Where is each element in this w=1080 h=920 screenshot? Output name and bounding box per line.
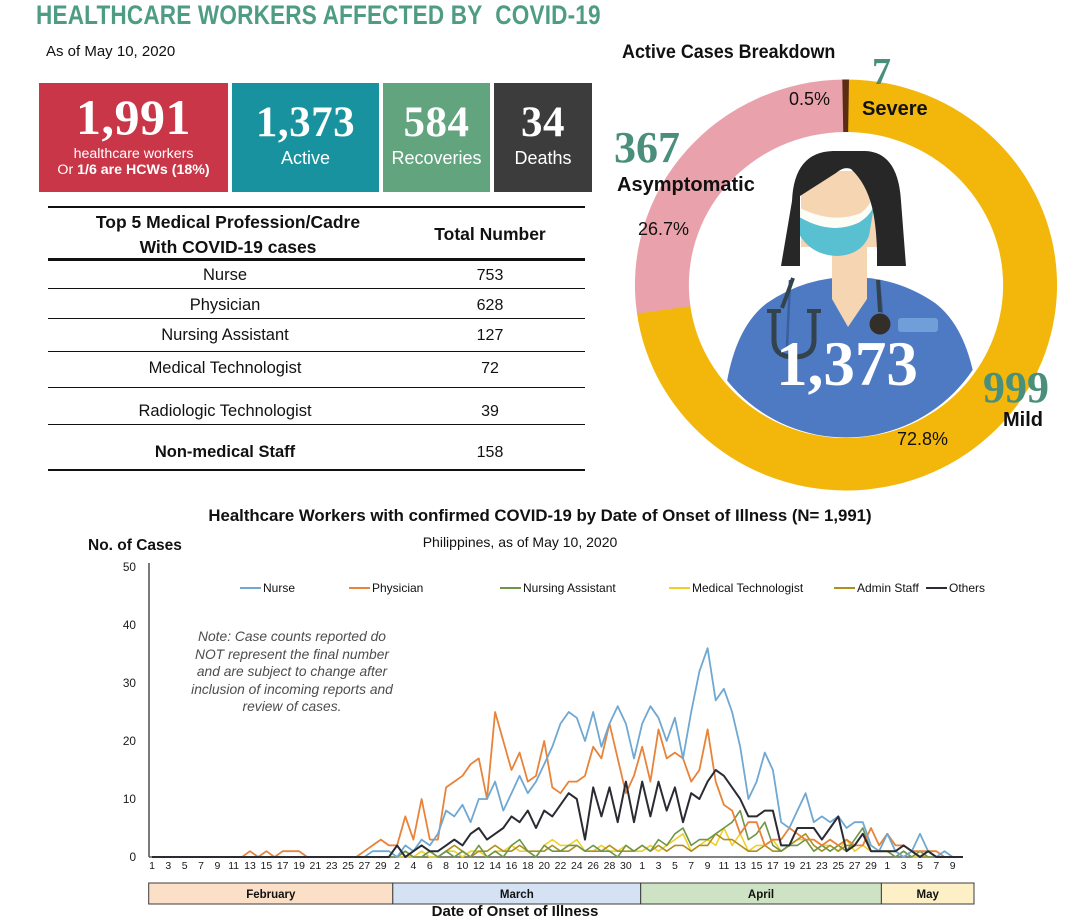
svg-text:19: 19 [293,860,305,872]
svg-text:Admin Staff: Admin Staff [857,581,919,595]
svg-text:1: 1 [149,860,155,872]
svg-text:30: 30 [123,676,137,690]
svg-text:3: 3 [901,860,907,872]
svg-text:18: 18 [522,860,534,872]
svg-text:24: 24 [571,860,583,872]
svg-text:March: March [500,889,534,901]
svg-text:8: 8 [443,860,449,872]
svg-text:9: 9 [705,860,711,872]
svg-text:13: 13 [244,860,256,872]
svg-text:29: 29 [865,860,877,872]
svg-text:15: 15 [261,860,273,872]
svg-text:Medical Technologist: Medical Technologist [692,581,804,595]
svg-text:1,373: 1,373 [776,329,918,399]
svg-text:April: April [748,889,774,901]
svg-text:25: 25 [832,860,844,872]
svg-text:16: 16 [506,860,518,872]
svg-text:23: 23 [326,860,338,872]
svg-text:7: 7 [933,860,939,872]
svg-text:11: 11 [228,860,239,872]
svg-text:5: 5 [917,860,923,872]
svg-text:Others: Others [949,581,985,595]
svg-text:29: 29 [375,860,387,872]
svg-text:14: 14 [489,860,501,872]
svg-text:17: 17 [277,860,289,872]
svg-text:21: 21 [800,860,812,872]
svg-text:27: 27 [359,860,371,872]
svg-text:19: 19 [783,860,795,872]
svg-text:40: 40 [123,618,137,632]
svg-text:50: 50 [123,560,137,574]
svg-text:10: 10 [457,860,469,872]
svg-text:25: 25 [342,860,354,872]
svg-text:15: 15 [751,860,763,872]
svg-text:2: 2 [394,860,400,872]
svg-text:20: 20 [123,734,137,748]
svg-text:9: 9 [950,860,956,872]
svg-text:26: 26 [587,860,599,872]
svg-text:7: 7 [198,860,204,872]
svg-text:13: 13 [734,860,746,872]
svg-text:4: 4 [410,860,416,872]
svg-text:0: 0 [129,850,136,864]
svg-text:5: 5 [672,860,678,872]
svg-text:30: 30 [620,860,632,872]
svg-text:Nurse: Nurse [263,581,295,595]
svg-text:7: 7 [688,860,694,872]
svg-text:11: 11 [718,860,729,872]
svg-text:Nursing Assistant: Nursing Assistant [523,581,616,595]
svg-text:20: 20 [538,860,550,872]
svg-text:17: 17 [767,860,779,872]
svg-text:12: 12 [473,860,485,872]
svg-text:10: 10 [123,792,137,806]
svg-text:3: 3 [656,860,662,872]
svg-text:1: 1 [884,860,890,872]
svg-text:22: 22 [555,860,567,872]
svg-text:1: 1 [639,860,645,872]
svg-text:28: 28 [604,860,616,872]
svg-text:21: 21 [310,860,322,872]
svg-text:9: 9 [214,860,220,872]
svg-text:6: 6 [427,860,433,872]
svg-text:February: February [246,889,296,901]
svg-text:5: 5 [182,860,188,872]
svg-text:23: 23 [816,860,828,872]
svg-text:27: 27 [849,860,861,872]
svg-text:3: 3 [165,860,171,872]
svg-text:May: May [917,889,940,901]
svg-text:Physician: Physician [372,581,423,595]
